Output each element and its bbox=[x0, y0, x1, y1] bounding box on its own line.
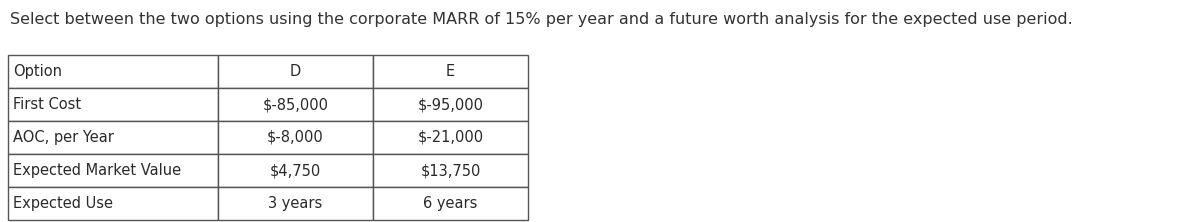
Text: E: E bbox=[446, 64, 455, 79]
Text: 3 years: 3 years bbox=[269, 196, 323, 211]
Text: D: D bbox=[290, 64, 301, 79]
Text: $4,750: $4,750 bbox=[270, 163, 322, 178]
Text: First Cost: First Cost bbox=[13, 97, 82, 112]
Text: $-95,000: $-95,000 bbox=[418, 97, 484, 112]
Text: $-85,000: $-85,000 bbox=[263, 97, 329, 112]
Text: Expected Use: Expected Use bbox=[13, 196, 113, 211]
Text: AOC, per Year: AOC, per Year bbox=[13, 130, 114, 145]
Text: Expected Market Value: Expected Market Value bbox=[13, 163, 181, 178]
Text: 6 years: 6 years bbox=[424, 196, 478, 211]
Text: $-8,000: $-8,000 bbox=[268, 130, 324, 145]
Text: Option: Option bbox=[13, 64, 62, 79]
Text: $13,750: $13,750 bbox=[420, 163, 481, 178]
Text: Select between the two options using the corporate MARR of 15% per year and a fu: Select between the two options using the… bbox=[10, 12, 1073, 27]
Text: $-21,000: $-21,000 bbox=[418, 130, 484, 145]
